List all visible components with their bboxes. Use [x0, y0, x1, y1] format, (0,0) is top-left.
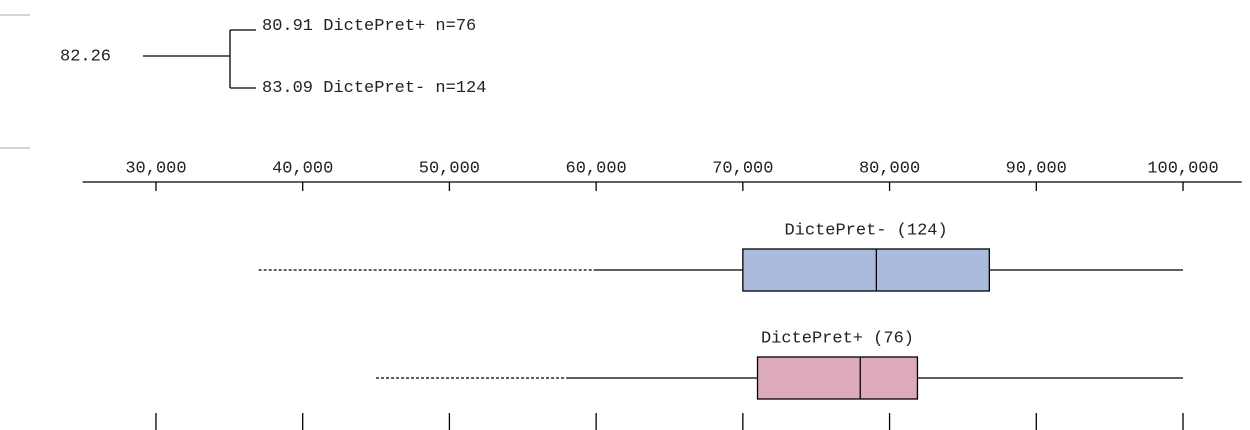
box [756, 356, 919, 400]
tree-node: 83.09 DictePret- n=124 [262, 79, 486, 98]
x-tick-label: 50,000 [419, 159, 480, 178]
x-tick-label: 40,000 [272, 159, 333, 178]
box [742, 248, 990, 292]
tree-root: 82.26 [60, 47, 111, 66]
node-label: DictePret- n=124 [323, 79, 486, 98]
x-tick-label: 100,000 [1147, 159, 1218, 178]
x-tick-label: 80,000 [859, 159, 920, 178]
node-label: DictePret+ n=76 [323, 17, 476, 36]
x-tick-label: 90,000 [1006, 159, 1067, 178]
node-value: 83.09 [262, 79, 313, 98]
box-label: DictePret+ (76) [761, 329, 914, 348]
tree-node: 80.91 DictePret+ n=76 [262, 17, 476, 36]
x-tick-label: 30,000 [125, 159, 186, 178]
x-tick-label: 70,000 [712, 159, 773, 178]
box-label: DictePret- (124) [784, 221, 947, 240]
x-tick-label: 60,000 [566, 159, 627, 178]
node-value: 80.91 [262, 17, 313, 36]
